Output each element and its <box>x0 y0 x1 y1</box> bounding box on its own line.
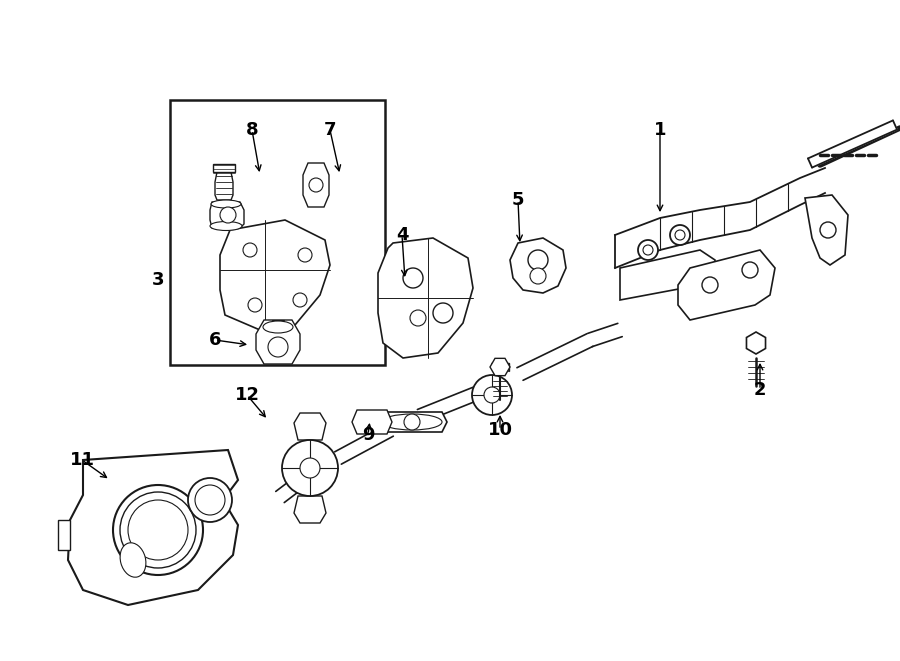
Text: 2: 2 <box>754 381 766 399</box>
Text: 4: 4 <box>396 226 409 244</box>
Polygon shape <box>294 496 326 523</box>
Polygon shape <box>272 320 284 330</box>
Bar <box>170 100 385 365</box>
Circle shape <box>293 293 307 307</box>
Polygon shape <box>275 473 310 502</box>
Polygon shape <box>615 168 825 268</box>
Polygon shape <box>352 410 392 434</box>
Ellipse shape <box>382 414 442 430</box>
Text: 7: 7 <box>324 121 337 139</box>
Ellipse shape <box>263 321 293 333</box>
Circle shape <box>530 268 546 284</box>
Polygon shape <box>335 424 393 464</box>
Polygon shape <box>620 250 715 300</box>
Text: 5: 5 <box>512 191 524 209</box>
Circle shape <box>403 268 423 288</box>
Polygon shape <box>510 238 566 293</box>
Polygon shape <box>491 363 509 371</box>
Circle shape <box>113 485 203 575</box>
Polygon shape <box>418 381 492 422</box>
Circle shape <box>643 245 653 255</box>
Text: 10: 10 <box>488 421 512 439</box>
Polygon shape <box>58 520 70 550</box>
Circle shape <box>220 207 236 223</box>
Polygon shape <box>378 238 473 358</box>
Polygon shape <box>220 220 330 330</box>
Polygon shape <box>294 413 326 440</box>
Polygon shape <box>303 163 329 207</box>
Polygon shape <box>678 250 775 320</box>
Polygon shape <box>588 323 622 346</box>
Text: 9: 9 <box>362 426 374 444</box>
Polygon shape <box>517 334 593 380</box>
Polygon shape <box>213 164 235 172</box>
Circle shape <box>298 248 312 262</box>
Circle shape <box>820 222 836 238</box>
Ellipse shape <box>210 221 242 231</box>
Polygon shape <box>256 320 300 364</box>
Polygon shape <box>490 358 510 375</box>
Ellipse shape <box>211 200 241 208</box>
Circle shape <box>309 178 323 192</box>
Circle shape <box>410 310 426 326</box>
Circle shape <box>702 277 718 293</box>
Circle shape <box>675 230 685 240</box>
Polygon shape <box>808 120 897 168</box>
Circle shape <box>742 262 758 278</box>
Circle shape <box>188 478 232 522</box>
Polygon shape <box>746 332 766 354</box>
Ellipse shape <box>120 543 146 577</box>
Circle shape <box>282 440 338 496</box>
Circle shape <box>484 387 500 403</box>
Circle shape <box>404 414 420 430</box>
Circle shape <box>638 240 658 260</box>
Polygon shape <box>210 202 244 228</box>
Text: 1: 1 <box>653 121 666 139</box>
Circle shape <box>670 225 690 245</box>
Text: 11: 11 <box>69 451 94 469</box>
Polygon shape <box>68 450 238 605</box>
Polygon shape <box>377 412 447 432</box>
Text: 12: 12 <box>235 386 259 404</box>
Polygon shape <box>215 172 233 200</box>
Text: 6: 6 <box>209 331 221 349</box>
Circle shape <box>243 243 257 257</box>
Circle shape <box>433 303 453 323</box>
Circle shape <box>300 458 320 478</box>
Text: 8: 8 <box>246 121 258 139</box>
Circle shape <box>472 375 512 415</box>
Polygon shape <box>805 195 848 265</box>
Text: 3: 3 <box>152 271 164 289</box>
Circle shape <box>268 337 288 357</box>
Circle shape <box>248 298 262 312</box>
Circle shape <box>528 250 548 270</box>
